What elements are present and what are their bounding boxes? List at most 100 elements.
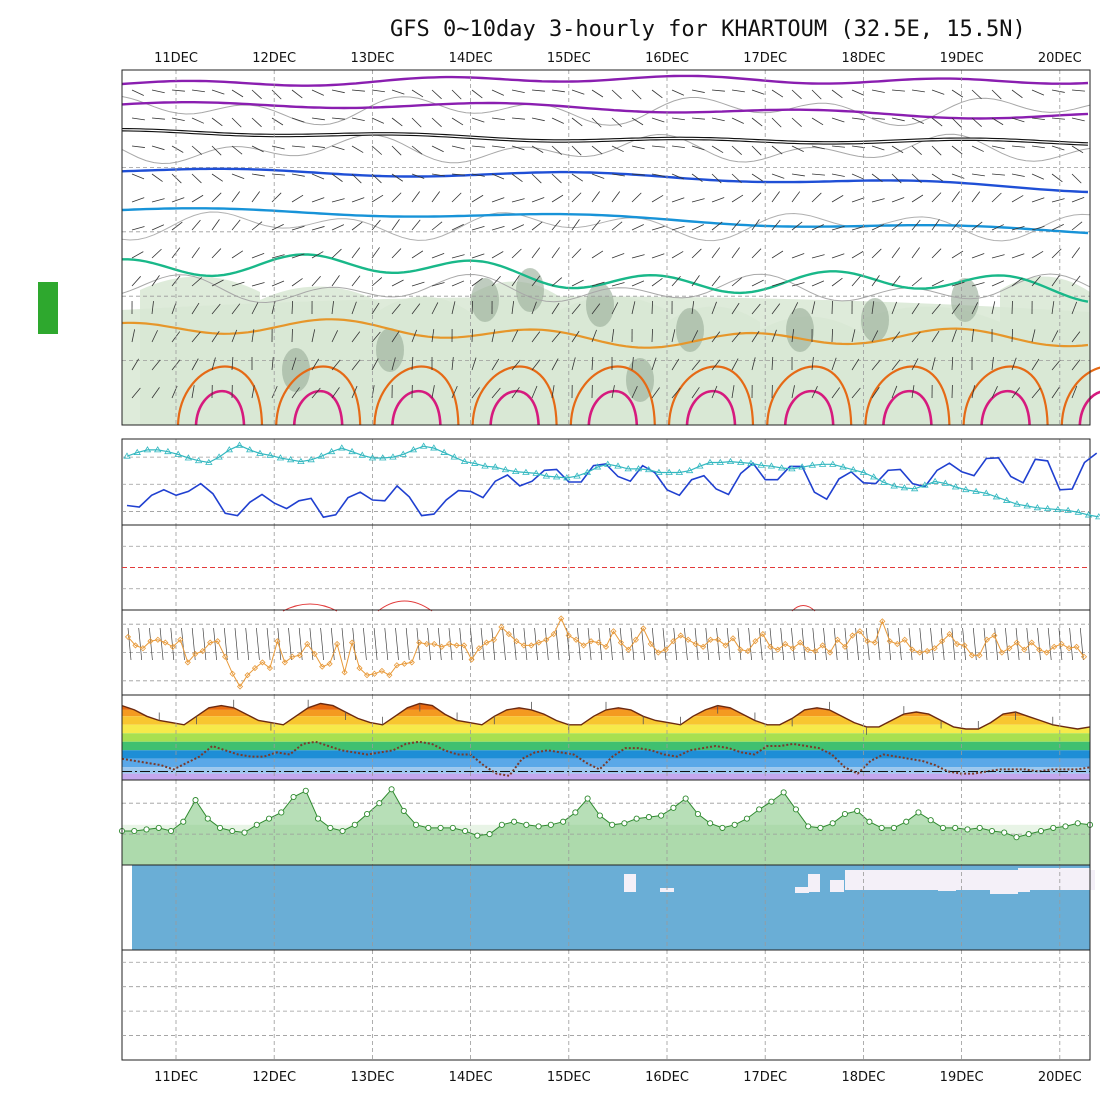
wind-barb: [631, 254, 645, 259]
wind-speed-point: [408, 659, 415, 666]
wind-barb: [151, 248, 162, 259]
wind-barb: [191, 358, 199, 371]
wind-barb: [131, 251, 144, 259]
wind-barb: [351, 247, 361, 259]
wind-barb: [591, 173, 605, 179]
wind-barb: [831, 195, 844, 203]
wind-barb: [1031, 117, 1045, 121]
wind-barb: [851, 275, 861, 287]
wind-barb: [271, 89, 282, 100]
wind-speed-point: [1080, 653, 1088, 660]
wind-barb: [811, 173, 825, 176]
thickness-point: [164, 447, 172, 455]
day-label-top: 16DEC: [645, 51, 689, 66]
thickness-point: [982, 489, 990, 496]
wind-barb: [891, 197, 905, 203]
wind-barb: [691, 145, 705, 151]
wind-barb: [631, 192, 642, 203]
wind-barb: [811, 254, 825, 259]
day-label-top: 12DEC: [252, 51, 296, 66]
wind-speed-point: [617, 639, 625, 646]
wind-barb: [631, 117, 644, 126]
wind-barb-10m: [737, 627, 742, 661]
wind-speed-point: [423, 640, 430, 648]
wind-speed-point: [363, 672, 371, 679]
wind-barb: [851, 89, 865, 96]
thickness-point: [941, 479, 950, 486]
thickness-point: [870, 473, 878, 480]
wind-barb: [831, 173, 845, 177]
isotherm-15: [122, 253, 1089, 303]
wind-barb: [751, 173, 764, 182]
thickness-point: [450, 453, 459, 460]
thickness-point: [706, 458, 714, 465]
rh-point: [486, 831, 493, 838]
wind-speed-point: [647, 640, 654, 648]
rh-point: [155, 824, 162, 831]
wind-barb: [691, 359, 701, 371]
wind-barb: [671, 117, 685, 121]
wind-barb: [511, 117, 525, 120]
wind-barb: [691, 387, 700, 399]
lifted-index-bump: [282, 603, 338, 612]
wind-barb: [1071, 173, 1082, 184]
wind-barb-10m: [266, 627, 271, 661]
wind-barb: [311, 197, 325, 203]
wind-barb-10m: [502, 627, 506, 661]
wind-speed-point: [909, 646, 916, 653]
wind-speed-point: [222, 653, 229, 660]
wind-barb-10m: [705, 627, 710, 661]
wind-barb: [1051, 330, 1059, 343]
wind-barb: [431, 385, 435, 399]
wind-barb: [931, 330, 940, 343]
rh-point: [841, 810, 848, 818]
wind-speed-point: [207, 639, 214, 646]
rh-point: [878, 824, 885, 831]
wind-barb-10m: [1047, 627, 1052, 661]
wind-speed-point: [1021, 646, 1028, 653]
wind-barb: [891, 385, 898, 399]
wind-barb: [971, 302, 979, 315]
thickness-point: [471, 459, 479, 466]
wind-barb: [791, 329, 795, 343]
rh-contour-line: [121, 211, 1091, 242]
wind-barb: [991, 386, 998, 399]
wind-barb-10m: [480, 627, 485, 661]
wind-barb: [631, 89, 642, 100]
wind-barb: [791, 145, 804, 152]
thickness-point: [194, 456, 203, 464]
wind-barb: [731, 302, 740, 315]
rh-point: [633, 815, 640, 822]
rh-point: [1025, 831, 1032, 838]
wind-barb-10m: [673, 627, 678, 661]
wind-barb: [871, 387, 880, 399]
rh-point: [143, 826, 150, 833]
wind-barb: [751, 330, 760, 343]
wind-barb: [911, 194, 924, 203]
day-label-top: 17DEC: [743, 51, 787, 66]
wind-barb: [911, 277, 923, 287]
wind-barb-10m: [149, 627, 153, 661]
rh-point: [180, 818, 187, 825]
thickness-point: [839, 463, 847, 470]
wind-barb: [831, 328, 833, 343]
wind-barb: [551, 89, 565, 93]
wind-barb: [631, 386, 638, 399]
thickness-point: [921, 481, 929, 488]
wind-barb: [971, 282, 985, 287]
wind-barb: [291, 194, 304, 203]
wind-barb: [1011, 328, 1014, 343]
rh-point: [425, 824, 432, 831]
rh-point: [1001, 829, 1008, 836]
rh-point: [535, 823, 542, 830]
wind-barb: [251, 221, 263, 231]
wind-barb: [391, 303, 401, 315]
wind-barb: [611, 145, 624, 153]
temp-band: [122, 724, 1090, 734]
wind-barb: [751, 192, 762, 203]
wind-speed-point: [311, 650, 318, 657]
wind-barb: [271, 357, 274, 371]
thickness-point: [900, 484, 909, 491]
wind-barb: [551, 331, 561, 343]
